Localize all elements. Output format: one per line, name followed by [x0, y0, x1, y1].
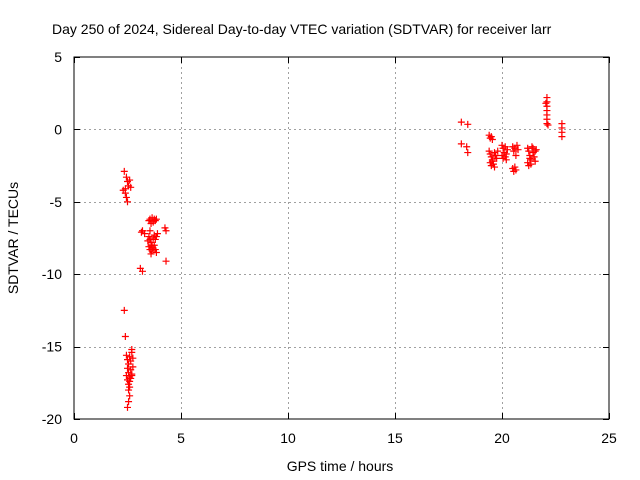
data-point: [144, 237, 152, 245]
data-point: [124, 403, 131, 411]
y-tick-label: -20: [42, 411, 62, 427]
data-point: [124, 364, 131, 372]
data-point: [147, 250, 155, 258]
data-point: [151, 217, 159, 225]
y-tick-label: -5: [50, 194, 63, 210]
data-point: [457, 118, 465, 126]
data-point: [121, 185, 129, 193]
data-point: [499, 154, 507, 162]
x-tick-label: 20: [494, 430, 510, 446]
x-tick-label: 0: [70, 430, 78, 446]
data-point: [512, 151, 520, 159]
data-point: [128, 372, 136, 380]
data-point: [491, 163, 499, 171]
data-point: [464, 149, 472, 157]
data-point: [502, 150, 510, 158]
y-axis-label: SDTVAR / TECUs: [5, 182, 21, 294]
data-point: [543, 120, 551, 128]
data-point: [494, 147, 502, 155]
data-point: [138, 267, 146, 275]
data-point: [152, 215, 160, 223]
chart-title: Day 250 of 2024, Sidereal Day-to-day VTE…: [52, 21, 552, 37]
data-point: [463, 143, 471, 151]
data-point: [141, 230, 149, 238]
data-point: [150, 241, 158, 249]
data-point: [129, 363, 137, 371]
data-point: [531, 157, 539, 165]
data-point: [544, 121, 552, 129]
data-point: [531, 147, 539, 155]
data-point: [120, 167, 128, 175]
data-point: [514, 146, 522, 154]
data-points: [119, 94, 566, 411]
data-point: [122, 351, 130, 359]
axis-ticks: 0 5 10 15 20 25 -20 -15 -10 -5 0 5: [42, 49, 617, 446]
data-point: [525, 147, 533, 155]
y-tick-label: 5: [54, 49, 62, 65]
data-point: [125, 398, 133, 406]
data-point: [126, 383, 134, 391]
data-point: [129, 354, 137, 362]
data-point: [512, 166, 520, 174]
data-point: [153, 230, 161, 238]
data-point: [501, 143, 509, 151]
data-point: [124, 198, 131, 206]
x-tick-label: 15: [387, 430, 403, 446]
data-point: [121, 332, 129, 340]
data-point: [146, 227, 154, 235]
data-point: [530, 153, 538, 161]
data-point: [162, 227, 170, 235]
data-point: [526, 154, 534, 162]
data-point: [528, 143, 536, 151]
x-tick-label: 5: [177, 430, 185, 446]
data-point: [457, 140, 465, 148]
data-point: [126, 176, 134, 184]
grid: [74, 57, 609, 419]
y-tick-label: -15: [42, 339, 62, 355]
data-point: [126, 392, 134, 400]
data-point: [152, 248, 160, 256]
data-point: [127, 183, 135, 191]
data-point: [128, 345, 136, 353]
data-point: [493, 154, 501, 162]
y-tick-label: -10: [42, 266, 62, 282]
data-point: [527, 160, 535, 168]
data-point: [464, 120, 472, 128]
y-tick-label: 0: [54, 121, 62, 137]
data-point: [488, 156, 496, 164]
data-point: [532, 146, 540, 154]
data-point: [126, 353, 134, 361]
data-point: [488, 136, 496, 144]
x-tick-label: 25: [601, 430, 617, 446]
data-point: [487, 162, 495, 170]
data-point: [558, 133, 566, 141]
plot-frame: [73, 56, 610, 420]
data-point: [137, 228, 145, 236]
data-point: [162, 257, 170, 265]
x-tick-label: 10: [280, 430, 296, 446]
data-point: [513, 141, 521, 149]
x-axis-label: GPS time / hours: [287, 458, 394, 474]
data-point: [542, 99, 550, 107]
data-point: [122, 193, 130, 201]
data-point: [120, 306, 128, 314]
